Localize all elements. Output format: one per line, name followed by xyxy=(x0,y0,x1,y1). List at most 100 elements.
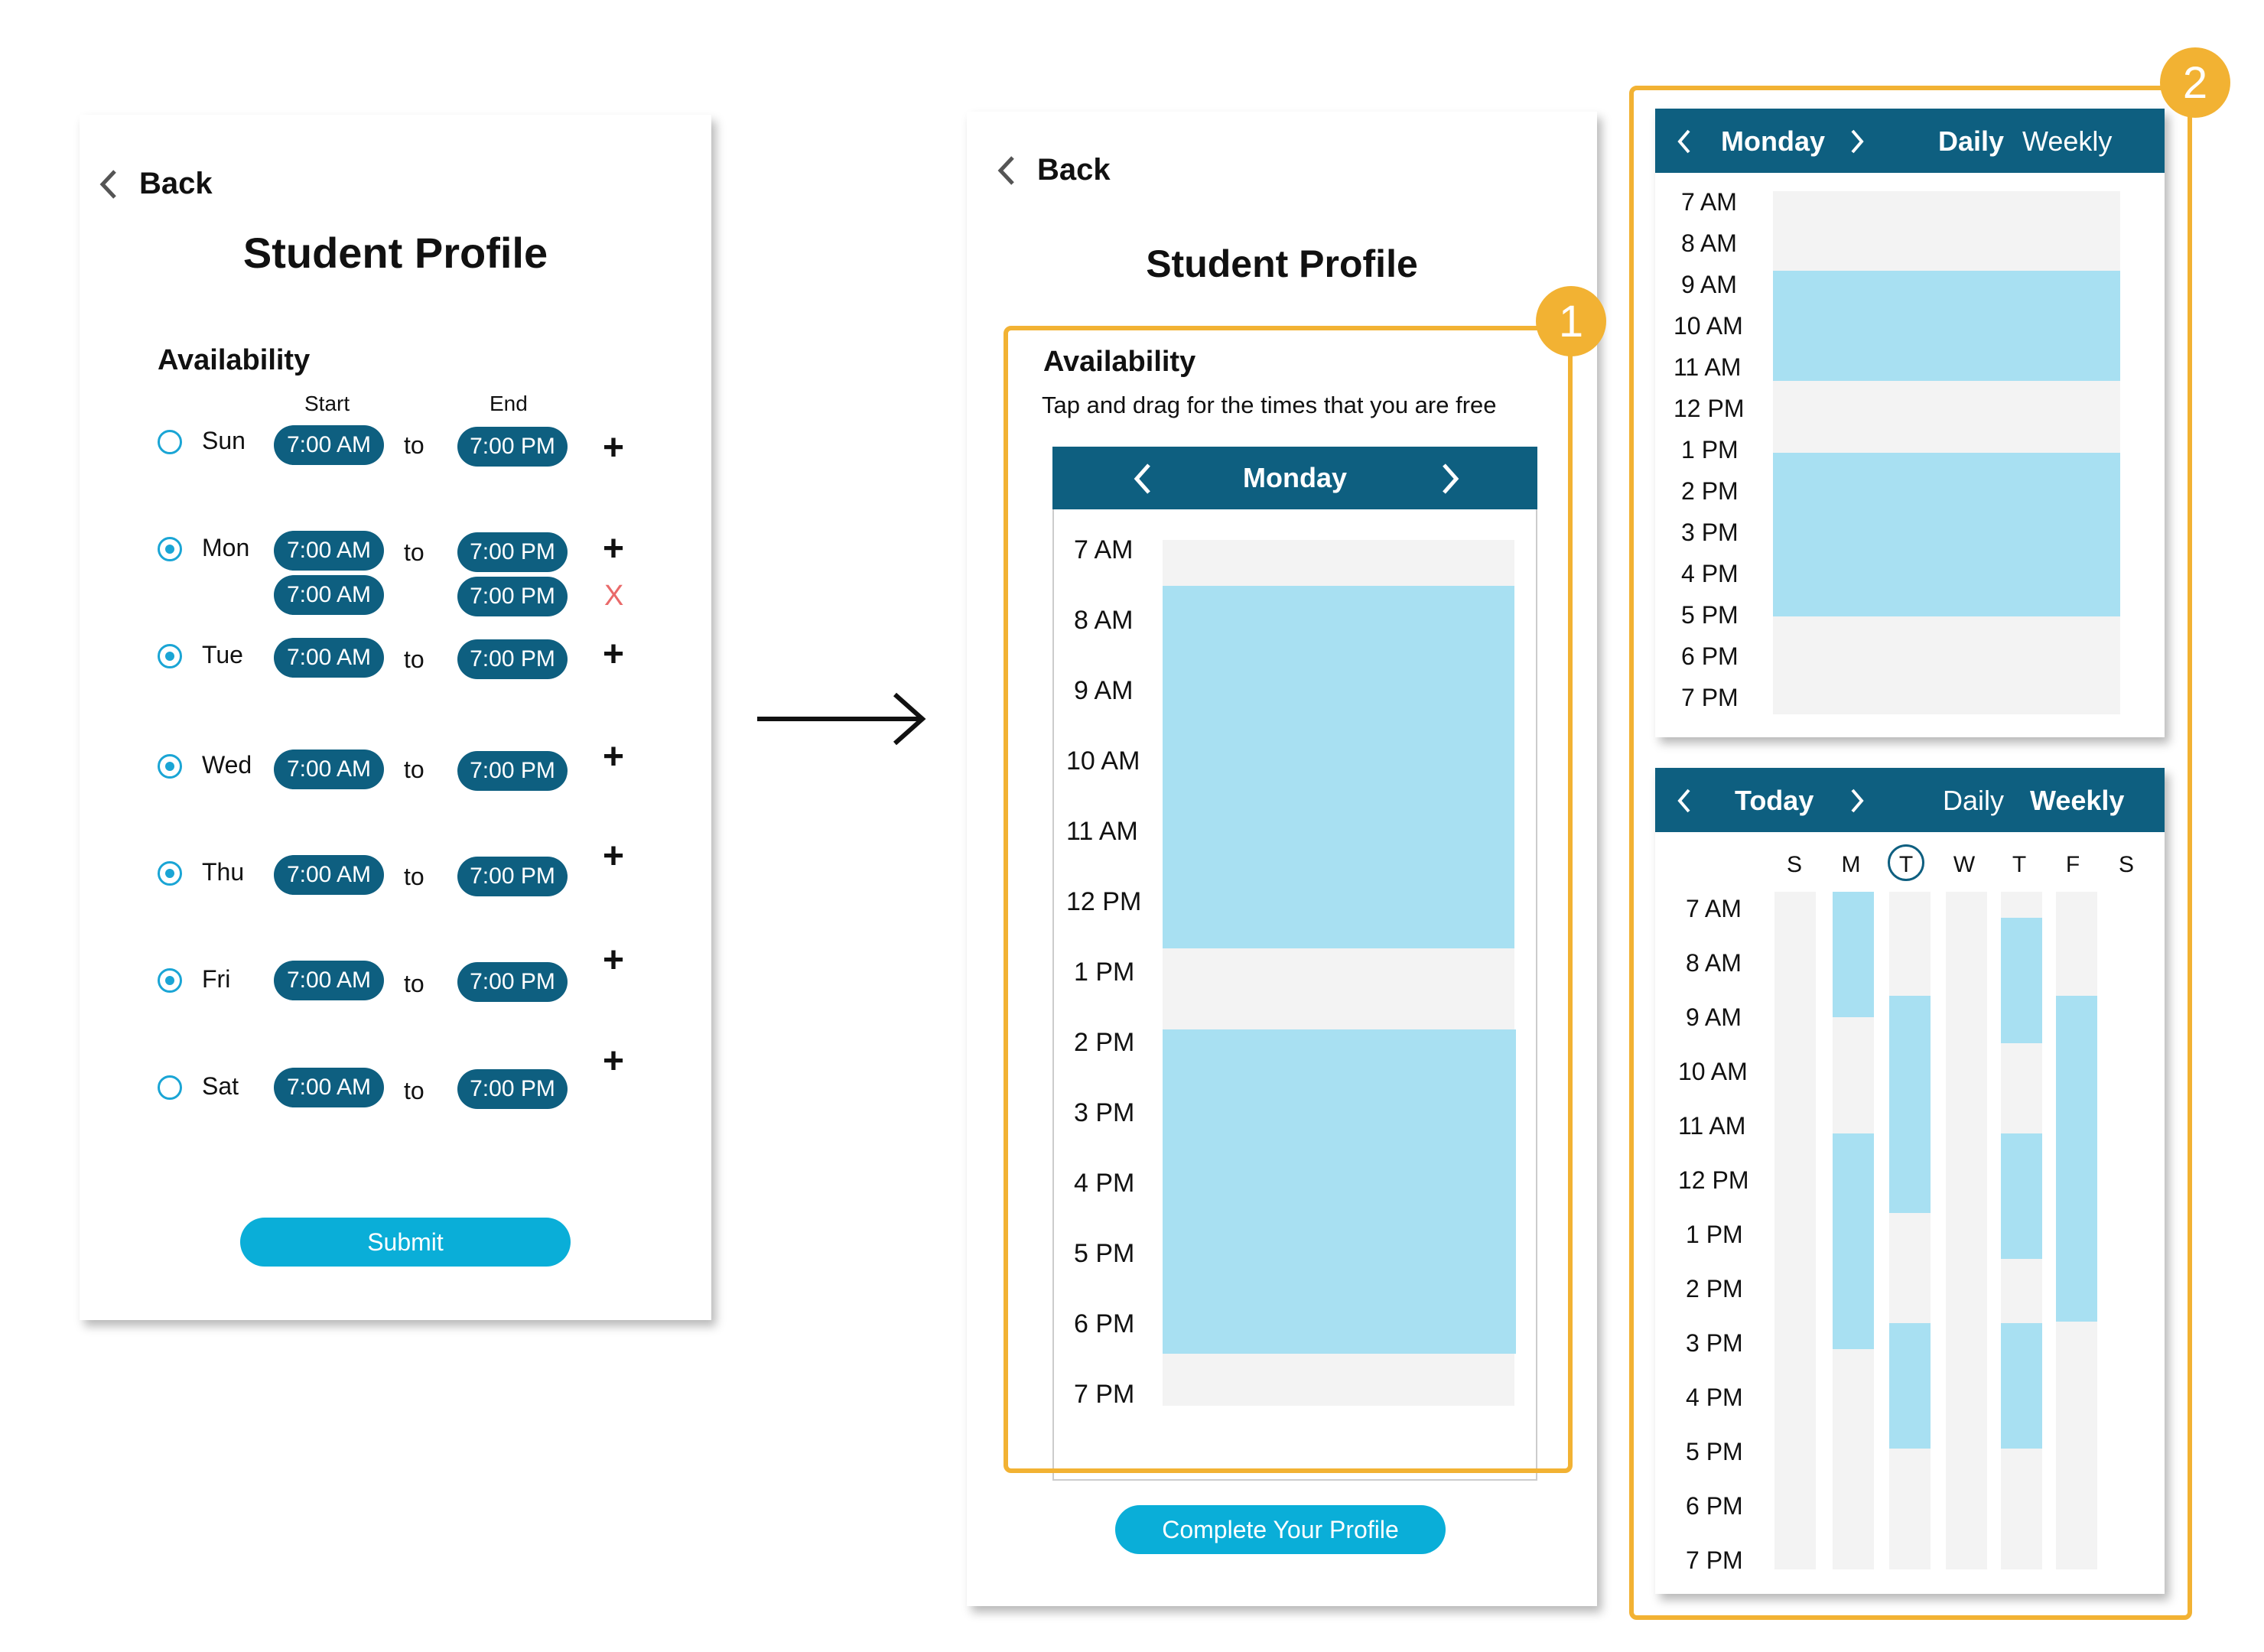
time-label: 4 PM xyxy=(1074,1169,1135,1198)
add-time-button[interactable]: + xyxy=(603,528,625,569)
day-label: Tue xyxy=(202,641,243,668)
day-column[interactable] xyxy=(1946,892,1987,1569)
day-column[interactable] xyxy=(1889,892,1931,1569)
time-label: 7 PM xyxy=(1686,1546,1743,1574)
day-radio-wed[interactable] xyxy=(158,754,182,779)
add-time-button[interactable]: + xyxy=(603,940,625,980)
time-label: 7 PM xyxy=(1681,684,1739,711)
end-time-pill[interactable]: 7:00 PM xyxy=(457,427,568,467)
submit-button[interactable]: Submit xyxy=(240,1218,571,1267)
day-radio-thu[interactable] xyxy=(158,861,182,886)
weekday-label: S xyxy=(1786,852,1802,877)
time-label: 1 PM xyxy=(1074,958,1135,987)
daily-day-label: Monday xyxy=(1721,125,1826,157)
end-time-pill[interactable]: 7:00 PM xyxy=(457,577,568,616)
chevron-left-icon xyxy=(99,169,116,199)
weekly-view-panel: Today Daily Weekly S M T W T F S 7 AM 8 … xyxy=(1655,768,2165,1594)
end-time-pill[interactable]: 7:00 PM xyxy=(457,751,568,791)
add-time-button[interactable]: + xyxy=(603,428,625,468)
next-week-chevron-icon[interactable] xyxy=(1849,788,1865,814)
time-label: 9 AM xyxy=(1681,271,1737,298)
tab-weekly[interactable]: Weekly xyxy=(2030,785,2125,816)
add-time-button[interactable]: + xyxy=(603,836,625,876)
weekday-label: M xyxy=(1841,852,1861,877)
add-time-button[interactable]: + xyxy=(603,634,625,675)
end-time-pill[interactable]: 7:00 PM xyxy=(457,639,568,679)
arrow-right-icon xyxy=(757,692,926,746)
weekday-label: F xyxy=(2065,852,2080,877)
to-label: to xyxy=(404,970,424,997)
free-block[interactable] xyxy=(1773,453,2120,616)
to-label: to xyxy=(404,1077,424,1104)
time-label: 7 AM xyxy=(1686,895,1742,922)
time-label: 4 PM xyxy=(1681,560,1739,587)
step-badge-2: 2 xyxy=(2160,47,2230,118)
day-label: Fri xyxy=(202,965,231,993)
start-time-pill[interactable]: 7:00 AM xyxy=(274,1068,384,1107)
add-time-button[interactable]: + xyxy=(603,737,625,777)
calendar-header: Monday xyxy=(1052,447,1537,509)
highlight-box-1 xyxy=(1004,326,1573,1473)
tab-daily[interactable]: Daily xyxy=(1938,125,2005,157)
free-block[interactable] xyxy=(1833,892,1874,1017)
time-label: 1 PM xyxy=(1681,436,1739,463)
day-radio-sat[interactable] xyxy=(158,1075,182,1100)
time-label: 9 AM xyxy=(1686,1003,1742,1031)
free-block[interactable] xyxy=(2001,918,2042,1043)
free-block[interactable] xyxy=(1889,996,1931,1213)
tab-daily[interactable]: Daily xyxy=(1943,785,2005,816)
time-label: 10 AM xyxy=(1066,746,1140,776)
day-radio-mon[interactable] xyxy=(158,537,182,561)
free-block[interactable] xyxy=(1889,1323,1931,1449)
weekday-label: T xyxy=(1898,852,1914,877)
time-label: 11 AM xyxy=(1066,817,1138,846)
time-label: 6 PM xyxy=(1681,642,1739,670)
free-block[interactable] xyxy=(1773,271,2120,381)
prev-week-chevron-icon[interactable] xyxy=(1677,788,1692,814)
today-indicator xyxy=(1888,844,1924,881)
tab-weekly[interactable]: Weekly xyxy=(2022,125,2113,157)
start-time-pill[interactable]: 7:00 AM xyxy=(274,855,384,895)
end-time-pill[interactable]: 7:00 PM xyxy=(457,962,568,1002)
free-block[interactable] xyxy=(1163,1029,1516,1354)
back-button[interactable]: Back xyxy=(994,153,1111,187)
free-block[interactable] xyxy=(1163,586,1514,948)
free-block[interactable] xyxy=(2056,996,2097,1322)
next-day-chevron-icon[interactable] xyxy=(1439,462,1461,496)
to-label: to xyxy=(404,538,424,566)
end-time-pill[interactable]: 7:00 PM xyxy=(457,857,568,896)
remove-time-button[interactable]: X xyxy=(604,580,624,612)
day-radio-tue[interactable] xyxy=(158,644,182,668)
start-time-pill[interactable]: 7:00 AM xyxy=(274,638,384,678)
day-radio-sun[interactable] xyxy=(158,430,182,454)
free-block[interactable] xyxy=(1833,1133,1874,1349)
prev-day-chevron-icon[interactable] xyxy=(1677,128,1692,154)
add-time-button[interactable]: + xyxy=(603,1041,625,1081)
end-time-pill[interactable]: 7:00 PM xyxy=(457,532,568,572)
prev-day-chevron-icon[interactable] xyxy=(1132,462,1153,496)
free-block[interactable] xyxy=(2001,1133,2042,1259)
start-time-pill[interactable]: 7:00 AM xyxy=(274,961,384,1000)
end-time-pill[interactable]: 7:00 PM xyxy=(457,1069,568,1109)
time-label: 8 AM xyxy=(1686,949,1742,977)
time-label: 12 PM xyxy=(1678,1166,1749,1194)
time-label: 7 PM xyxy=(1074,1380,1135,1409)
start-time-pill[interactable]: 7:00 AM xyxy=(274,750,384,789)
back-button[interactable]: Back xyxy=(96,167,213,201)
start-time-pill[interactable]: 7:00 AM xyxy=(274,425,384,465)
weekday-label: T xyxy=(2012,852,2027,877)
day-radio-fri[interactable] xyxy=(158,968,182,993)
complete-profile-button[interactable]: Complete Your Profile xyxy=(1115,1505,1446,1554)
to-label: to xyxy=(404,646,424,673)
time-label: 3 PM xyxy=(1686,1329,1743,1357)
step-badge-1: 1 xyxy=(1536,286,1606,356)
time-label: 3 PM xyxy=(1681,519,1739,546)
day-column[interactable] xyxy=(1774,892,1816,1569)
back-label: Back xyxy=(139,167,213,200)
start-time-pill[interactable]: 7:00 AM xyxy=(274,575,384,615)
time-label: 8 AM xyxy=(1074,606,1134,635)
start-time-pill[interactable]: 7:00 AM xyxy=(274,531,384,571)
day-label: Sat xyxy=(202,1072,239,1100)
next-day-chevron-icon[interactable] xyxy=(1849,128,1865,154)
free-block[interactable] xyxy=(2001,1323,2042,1449)
